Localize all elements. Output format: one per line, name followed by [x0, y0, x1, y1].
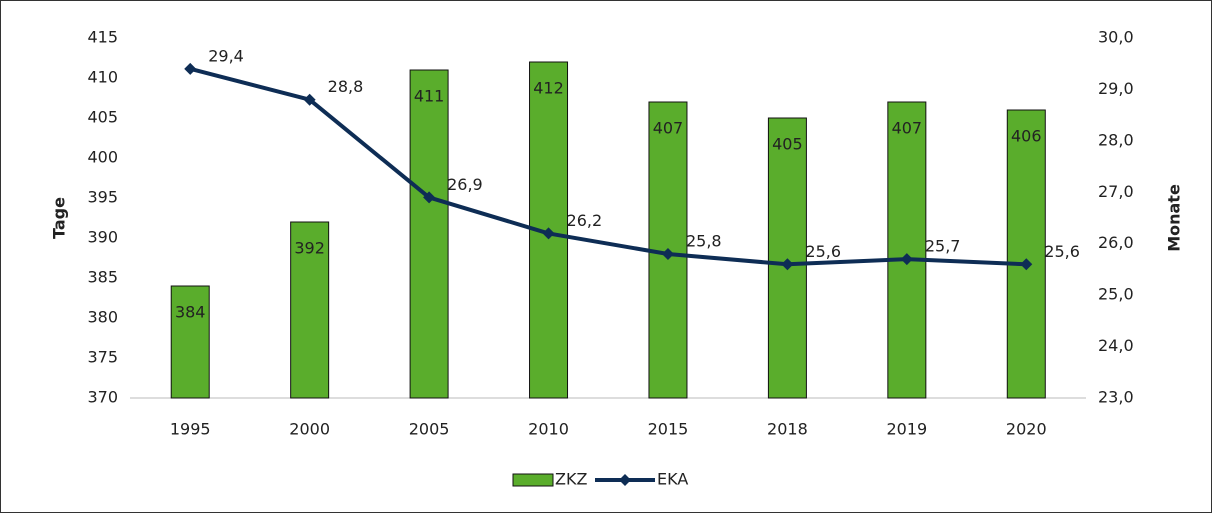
line-marker [661, 248, 674, 260]
x-tick-label: 2019 [886, 420, 927, 439]
line-value-label: 26,9 [447, 175, 483, 194]
line-marker [1020, 258, 1033, 271]
x-tick-label: 2015 [648, 420, 689, 439]
y-tick-label: 405 [87, 108, 118, 127]
bar [170, 285, 210, 399]
line [189, 66, 1027, 267]
y2-tick-label: 30,0 [1098, 28, 1134, 47]
line-marker [542, 227, 555, 240]
bar [1006, 109, 1046, 399]
legend-marker [619, 474, 631, 486]
bar-value-label: 407 [892, 119, 923, 138]
y-tick-label: 410 [87, 68, 118, 87]
line-marker [184, 62, 197, 75]
bar-value-label: 412 [533, 79, 564, 98]
y2-tick-label: 29,0 [1098, 79, 1134, 98]
x-tick-label: 2010 [528, 420, 569, 439]
y-tick-label: 400 [87, 148, 118, 167]
line-value-label: 29,4 [208, 46, 244, 65]
x-tick-label: 2000 [289, 420, 330, 439]
line-marker [423, 191, 436, 204]
bar [887, 101, 927, 399]
bar-value-label: 384 [175, 303, 206, 322]
bar-value-label: 411 [414, 87, 445, 106]
y2-tick-label: 28,0 [1098, 130, 1134, 149]
line-value-label: 25,7 [925, 237, 961, 256]
legend-label: ZKZ [555, 470, 587, 489]
line-value-label: 25,6 [1044, 242, 1080, 261]
line-value-label: 25,8 [686, 232, 722, 251]
bar-value-label: 405 [772, 135, 803, 154]
y-axis-title: Tage [50, 197, 69, 239]
bar [290, 221, 330, 399]
y2-tick-label: 27,0 [1098, 182, 1134, 201]
y2-tick-label: 24,0 [1098, 336, 1134, 355]
x-tick-label: 2018 [767, 420, 808, 439]
line-value-label: 26,2 [567, 211, 603, 230]
y2-tick-label: 25,0 [1098, 285, 1134, 304]
x-tick-label: 2005 [409, 420, 450, 439]
bar-value-label: 392 [294, 239, 325, 258]
bar-value-label: 407 [653, 119, 684, 138]
y-tick-label: 385 [87, 268, 118, 287]
line-marker [781, 258, 794, 271]
y2-tick-label: 26,0 [1098, 233, 1134, 252]
bar [409, 69, 449, 399]
y-tick-label: 415 [87, 28, 118, 47]
x-tick-label: 2020 [1006, 420, 1047, 439]
legend-label: EKA [657, 470, 688, 489]
y-tick-label: 380 [87, 308, 118, 327]
y-tick-label: 370 [87, 388, 118, 407]
y2-tick-label: 23,0 [1098, 388, 1134, 407]
line-marker [900, 253, 913, 266]
x-tick-label: 1995 [170, 420, 211, 439]
bar-value-label: 406 [1011, 127, 1042, 146]
y-tick-label: 395 [87, 188, 118, 207]
bar [767, 117, 807, 399]
line-value-label: 28,8 [328, 77, 364, 96]
y2-axis-title: Monate [1165, 184, 1184, 252]
line-value-label: 25,6 [805, 242, 841, 261]
legend-swatch [512, 473, 554, 487]
y-tick-label: 390 [87, 228, 118, 247]
y-tick-label: 375 [87, 348, 118, 367]
line-marker [303, 93, 316, 106]
